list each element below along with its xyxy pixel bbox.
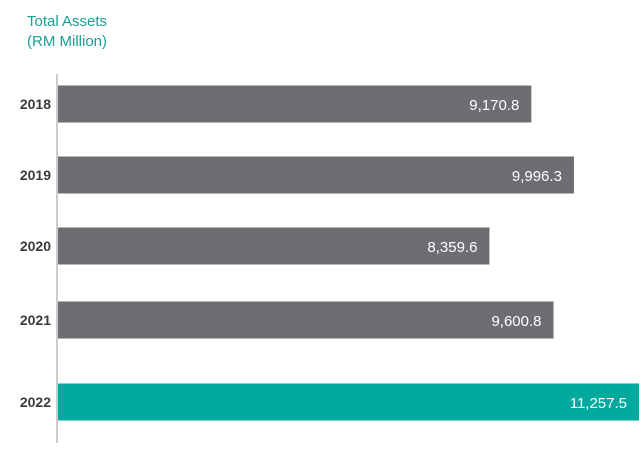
bar-2020 [58, 227, 490, 265]
bar-2019 [58, 156, 574, 194]
chart-title-block: Total Assets (RM Million) [27, 12, 107, 52]
bar-2021 [58, 301, 554, 339]
chart-title: Total Assets [27, 13, 108, 30]
value-label-2018: 9,170.8 [469, 97, 519, 114]
value-label-2022: 11,257.5 [570, 395, 627, 412]
category-label-2021: 2021 [20, 312, 51, 328]
category-label-2018: 2018 [20, 96, 51, 112]
bar-2018 [58, 85, 532, 123]
value-label-2019: 9,996.3 [512, 168, 562, 185]
bar-2022 [58, 383, 639, 421]
category-label-2020: 2020 [20, 238, 51, 254]
category-label-2019: 2019 [20, 167, 51, 183]
chart-subtitle: (RM Million) [27, 33, 107, 50]
category-label-2022: 2022 [20, 394, 51, 410]
bars-group: 2018 9,170.8 2019 9,996.3 2020 8,359.6 2021 9,6… [20, 85, 639, 421]
value-label-2021: 9,600.8 [491, 313, 541, 330]
value-label-2020: 8,359.6 [427, 239, 477, 256]
